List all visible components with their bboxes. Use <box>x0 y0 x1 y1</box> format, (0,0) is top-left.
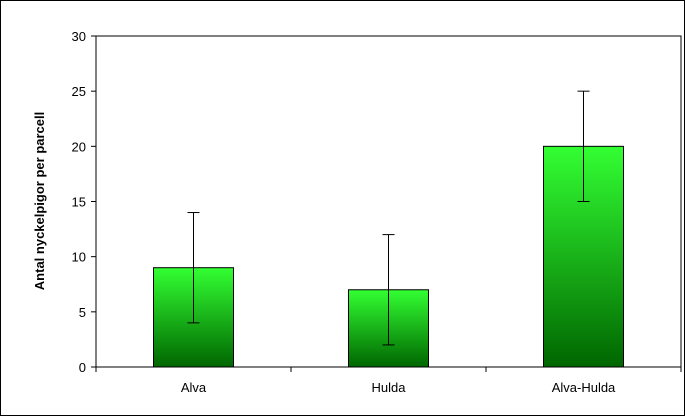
y-tick-label: 30 <box>72 29 86 44</box>
x-tick-label: Alva <box>181 380 207 395</box>
y-tick-label: 10 <box>72 250 86 265</box>
y-tick-label: 15 <box>72 195 86 210</box>
y-axis: 0 5 10 15 20 25 30 <box>72 29 96 375</box>
x-tick-label: Hulda <box>372 380 407 395</box>
y-axis-title: Antal nyckelpigor per parcell <box>32 112 47 290</box>
error-bars-group <box>187 90 590 346</box>
y-tick-label: 0 <box>79 360 86 375</box>
x-tick-label: Alva-Hulda <box>552 380 616 395</box>
error-bar <box>187 212 200 324</box>
error-bar <box>577 90 590 202</box>
y-tick-label: 25 <box>72 84 86 99</box>
error-bar <box>382 234 395 346</box>
y-tick-label: 5 <box>79 305 86 320</box>
y-tick-label: 20 <box>72 139 86 154</box>
x-axis: Alva Hulda Alva-Hulda <box>95 367 682 395</box>
